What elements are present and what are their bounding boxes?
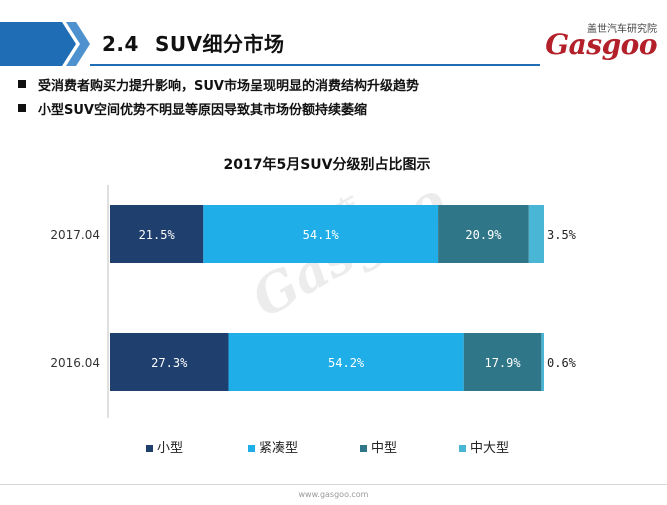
legend-label: 中型 bbox=[371, 441, 397, 456]
legend-swatch bbox=[459, 445, 466, 452]
bar-segment bbox=[528, 205, 544, 263]
bar-segment bbox=[541, 333, 544, 391]
header-band bbox=[0, 22, 540, 66]
category-label: 2017.04 bbox=[50, 228, 100, 242]
bullet-list: 受消费者购买力提升影响，SUV市场呈现明显的消费结构升级趋势 小型SUV空间优势… bbox=[18, 72, 419, 120]
section-number: 2.4 bbox=[102, 32, 139, 56]
bar-segment bbox=[228, 333, 464, 391]
data-label: 21.5% bbox=[139, 228, 176, 242]
legend-label: 紧凑型 bbox=[259, 441, 298, 456]
bar-segment bbox=[463, 333, 542, 391]
header-band-arrow bbox=[0, 22, 76, 66]
footer-divider bbox=[0, 484, 667, 485]
chart-title: 2017年5月SUV分级别占比图示 bbox=[224, 156, 431, 173]
bullet-item: 受消费者购买力提升影响，SUV市场呈现明显的消费结构升级趋势 bbox=[18, 72, 419, 96]
data-label: 20.9% bbox=[465, 228, 502, 242]
bar-segment bbox=[438, 205, 529, 263]
bullet-text: 小型SUV空间优势不明显等原因导致其市场份额持续萎缩 bbox=[38, 102, 367, 118]
header-band-arrow-light bbox=[66, 22, 90, 66]
section-title: 2.4 SUV细分市场 bbox=[102, 28, 285, 57]
data-label: 27.3% bbox=[151, 356, 188, 370]
legend-label: 中大型 bbox=[470, 441, 509, 456]
bullet-item: 小型SUV空间优势不明显等原因导致其市场份额持续萎缩 bbox=[18, 96, 419, 120]
bullet-text: 受消费者购买力提升影响，SUV市场呈现明显的消费结构升级趋势 bbox=[38, 78, 419, 94]
data-label: 3.5% bbox=[547, 228, 577, 242]
bar-segment bbox=[110, 205, 204, 263]
logo-cn-text: 盖世汽车研究院 bbox=[587, 24, 657, 35]
legend-swatch bbox=[360, 445, 367, 452]
legend-swatch bbox=[248, 445, 255, 452]
bullet-square-icon bbox=[18, 80, 26, 88]
legend-label: 小型 bbox=[157, 441, 183, 456]
bar-segment bbox=[110, 333, 229, 391]
bullet-square-icon bbox=[18, 104, 26, 112]
section-title-text: SUV细分市场 bbox=[154, 32, 285, 56]
category-label: 2016.04 bbox=[50, 356, 100, 370]
bars-group: 2017.04 21.5% 54.1% 20.9% 3.5% 2016.04 27.3% 54… bbox=[50, 205, 577, 391]
gasgoo-logo: 盖世汽车研究院 Gasgoo bbox=[545, 14, 659, 61]
legend: 小型 紧凑型 中型 中大型 bbox=[146, 441, 509, 456]
footer-url: www.gasgoo.com bbox=[298, 490, 369, 499]
data-label: 17.9% bbox=[484, 356, 521, 370]
legend-swatch bbox=[146, 445, 153, 452]
bar-segment bbox=[203, 205, 439, 263]
logo-brand-text: Gasgoo bbox=[545, 28, 657, 61]
data-label: 54.2% bbox=[328, 356, 365, 370]
data-label: 54.1% bbox=[303, 228, 340, 242]
data-label: 0.6% bbox=[547, 356, 577, 370]
